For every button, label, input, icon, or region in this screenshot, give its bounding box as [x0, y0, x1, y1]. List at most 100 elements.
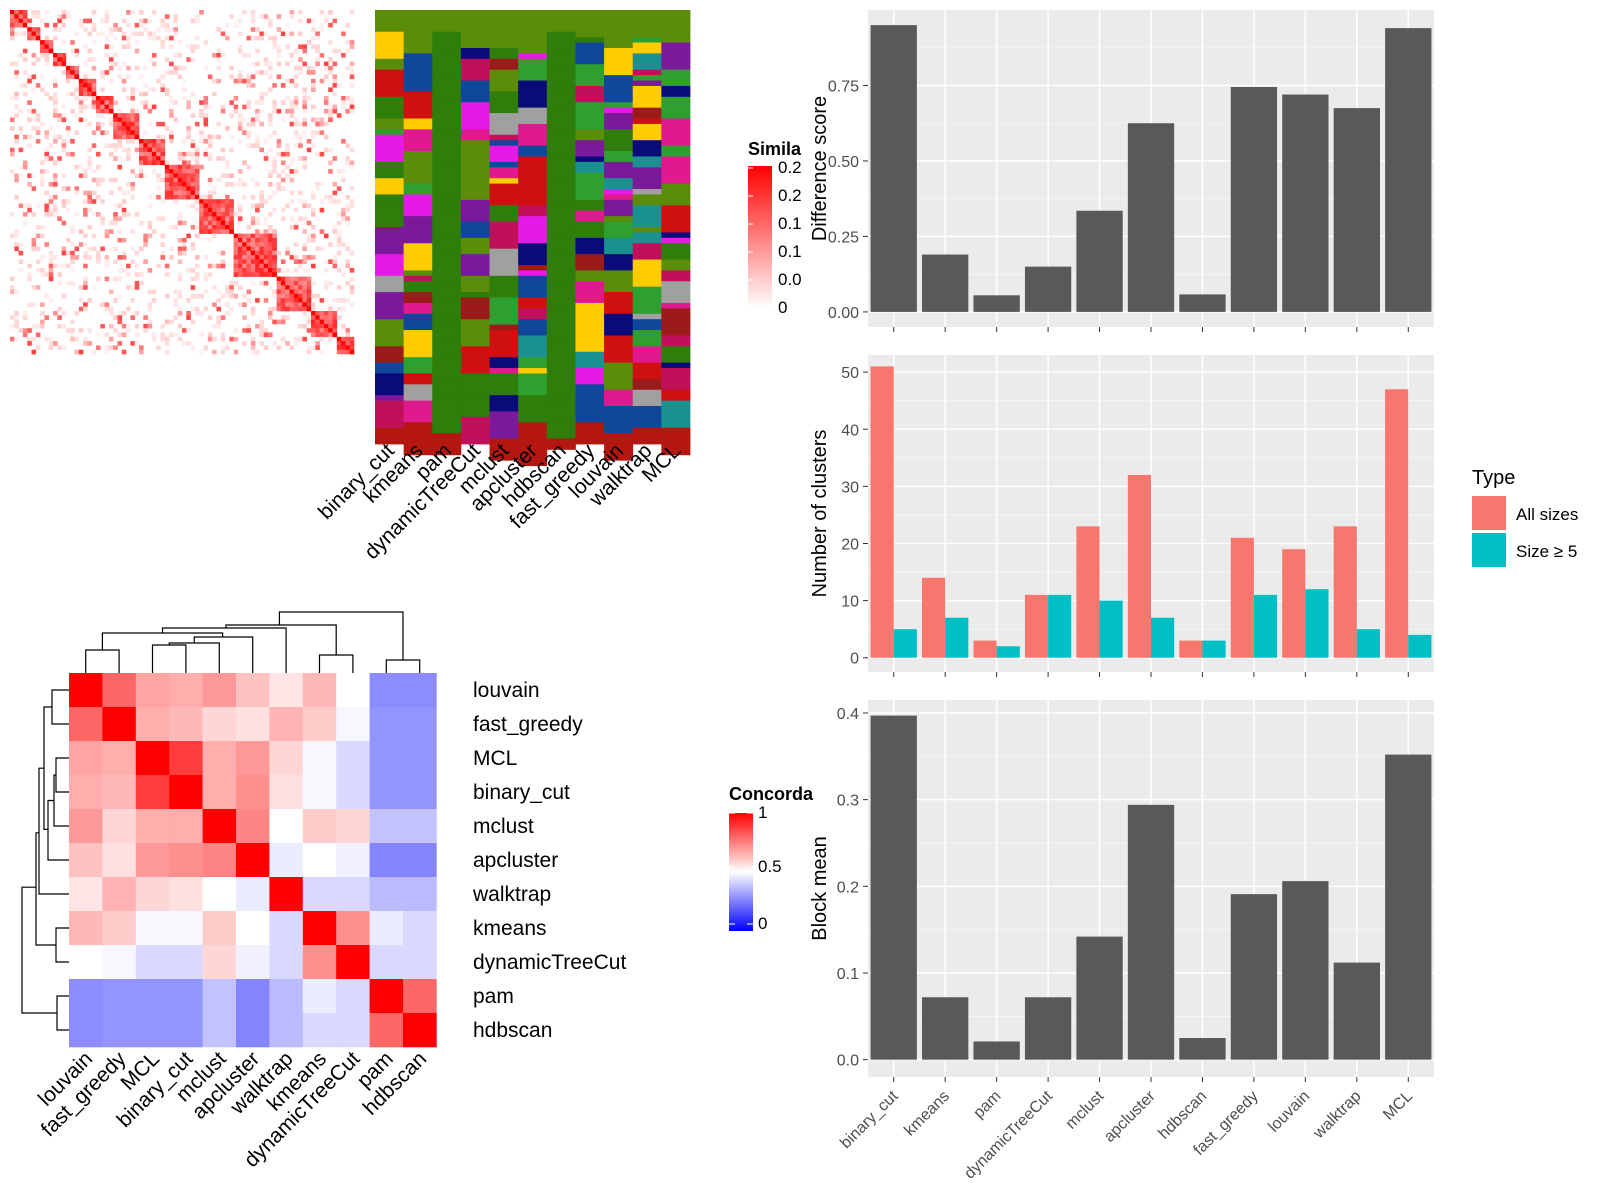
sim-cell — [332, 74, 338, 80]
sim-cell — [65, 91, 71, 97]
assignment-cell — [489, 221, 519, 250]
sim-cell — [349, 96, 355, 101]
sim-cell — [220, 147, 226, 153]
assignment-cell — [661, 42, 691, 71]
sim-cell — [233, 272, 239, 277]
sim-cell — [207, 156, 213, 161]
sim-cell — [134, 22, 140, 28]
sim-cell — [246, 298, 252, 303]
sim-cell — [104, 96, 110, 101]
sim-cell — [349, 83, 355, 88]
assignment-cell — [632, 189, 662, 195]
sim-cell — [345, 298, 350, 303]
sim-cell — [177, 164, 183, 170]
sim-cell — [31, 53, 37, 58]
sim-cell — [319, 332, 325, 338]
sim-cell — [302, 220, 307, 226]
sim-cell — [126, 130, 131, 135]
sim-cell — [229, 100, 234, 105]
assignment-cell — [546, 69, 576, 87]
sim-cell — [250, 345, 256, 350]
sim-cell — [134, 130, 140, 135]
sim-cell — [306, 268, 312, 273]
sim-cell — [328, 22, 333, 28]
sim-cell — [108, 57, 114, 62]
sim-cell — [27, 35, 32, 41]
sim-cell — [61, 147, 67, 153]
sim-cell — [139, 246, 144, 252]
assignment-cell — [575, 384, 605, 401]
sim-cell — [35, 323, 41, 329]
sim-cell — [130, 315, 135, 320]
sim-cell — [345, 156, 350, 161]
assignment-cell — [546, 178, 576, 206]
sim-cell — [328, 65, 333, 71]
sim-cell — [250, 216, 256, 221]
bar — [1253, 594, 1278, 658]
sim-cell — [311, 323, 316, 329]
sim-cell — [61, 22, 67, 28]
sim-cell — [302, 268, 307, 273]
sim-cell — [78, 18, 84, 24]
sim-cell — [349, 108, 355, 114]
sim-cell — [173, 186, 178, 191]
sim-cell — [349, 186, 355, 191]
sim-cell — [22, 160, 28, 166]
assignment-cell — [403, 313, 433, 331]
sim-cell — [182, 156, 187, 161]
sim-cell — [203, 225, 209, 230]
sim-cell — [31, 108, 37, 114]
assignment-cell — [375, 254, 405, 277]
assignment-cell — [632, 362, 662, 380]
sim-cell — [96, 259, 101, 264]
sim-cell — [319, 328, 325, 333]
sim-cell — [70, 91, 75, 97]
sim-cell — [216, 134, 221, 140]
sim-cell — [194, 169, 200, 174]
sim-cell — [323, 18, 329, 24]
sim-cell — [83, 104, 88, 110]
sim-cell — [345, 22, 350, 28]
sim-cell — [298, 293, 303, 299]
sim-cell — [53, 311, 58, 316]
sim-cell — [182, 164, 187, 170]
sim-cell — [44, 57, 49, 62]
sim-cell — [328, 311, 333, 316]
sim-cell — [91, 199, 97, 204]
assignment-cell — [489, 91, 519, 114]
sim-cell — [246, 35, 252, 41]
sim-cell — [18, 83, 24, 88]
assignment-cell — [546, 156, 576, 168]
sim-cell — [70, 70, 75, 75]
sim-cell — [259, 147, 264, 153]
sim-cell — [212, 220, 217, 226]
sim-cell — [349, 74, 355, 80]
sim-cell — [130, 126, 135, 131]
sim-cell — [100, 323, 105, 329]
concordance-cell — [69, 673, 103, 708]
assignment-cell — [460, 395, 490, 418]
sim-cell — [96, 113, 101, 118]
sim-cell — [311, 319, 316, 325]
assignment-cell — [604, 113, 634, 130]
assignment-cell — [432, 31, 462, 54]
sim-cell — [194, 147, 200, 153]
sim-cell — [212, 216, 217, 221]
sim-cell — [212, 212, 217, 217]
sim-cell — [121, 207, 127, 213]
bar — [1024, 997, 1072, 1060]
concordance-cell — [202, 979, 237, 1014]
bar — [1333, 526, 1357, 658]
sim-cell — [182, 186, 187, 191]
sim-cell — [27, 341, 32, 346]
sim-cell — [216, 225, 221, 230]
sim-cell — [229, 306, 234, 312]
sim-cell — [156, 139, 161, 144]
assignment-cell — [518, 427, 548, 439]
sim-cell — [156, 263, 161, 269]
sim-cell — [151, 31, 157, 37]
assignment-cell — [604, 47, 634, 76]
concordance-cell — [169, 1013, 203, 1048]
sim-cell — [259, 237, 264, 243]
sim-cell — [332, 315, 338, 320]
